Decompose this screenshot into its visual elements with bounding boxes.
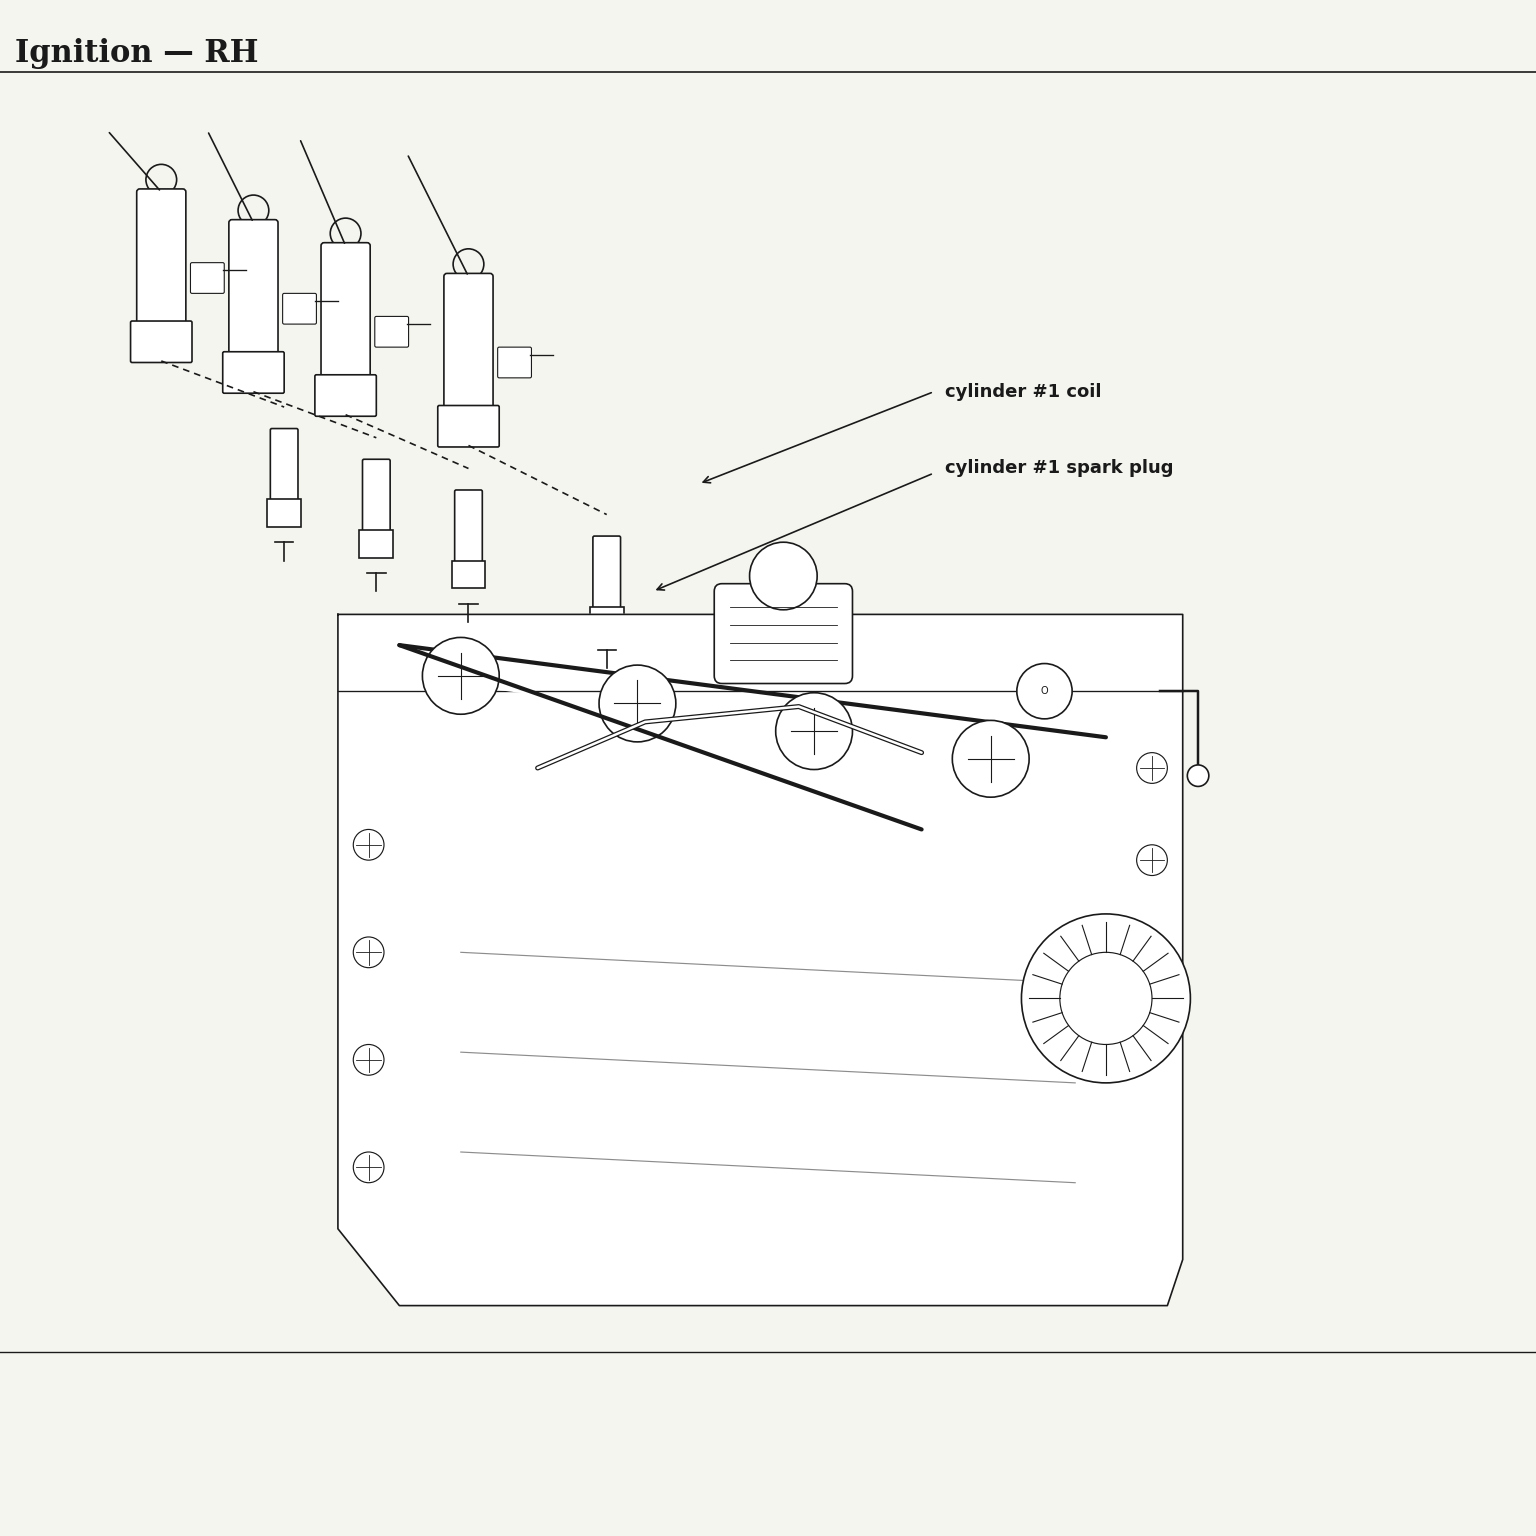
FancyBboxPatch shape bbox=[362, 459, 390, 547]
Text: O: O bbox=[1041, 687, 1048, 696]
FancyBboxPatch shape bbox=[229, 220, 278, 356]
Text: cylinder #1 spark plug: cylinder #1 spark plug bbox=[945, 459, 1174, 478]
FancyBboxPatch shape bbox=[714, 584, 852, 684]
FancyBboxPatch shape bbox=[455, 490, 482, 578]
Text: cylinder #1 coil: cylinder #1 coil bbox=[945, 382, 1101, 401]
Bar bbox=[267, 499, 301, 527]
Bar bbox=[452, 561, 485, 588]
Circle shape bbox=[353, 937, 384, 968]
Circle shape bbox=[1060, 952, 1152, 1044]
Circle shape bbox=[422, 637, 499, 714]
FancyBboxPatch shape bbox=[223, 352, 284, 393]
Circle shape bbox=[353, 1044, 384, 1075]
Circle shape bbox=[599, 665, 676, 742]
Circle shape bbox=[776, 693, 852, 770]
FancyBboxPatch shape bbox=[270, 429, 298, 516]
Bar bbox=[359, 530, 393, 558]
FancyBboxPatch shape bbox=[321, 243, 370, 379]
Polygon shape bbox=[338, 614, 1183, 1306]
FancyBboxPatch shape bbox=[444, 273, 493, 410]
FancyBboxPatch shape bbox=[137, 189, 186, 326]
FancyBboxPatch shape bbox=[593, 536, 621, 624]
FancyBboxPatch shape bbox=[131, 321, 192, 362]
Text: Ignition — RH: Ignition — RH bbox=[15, 38, 260, 69]
FancyBboxPatch shape bbox=[283, 293, 316, 324]
Circle shape bbox=[952, 720, 1029, 797]
Circle shape bbox=[353, 829, 384, 860]
Circle shape bbox=[1137, 845, 1167, 876]
FancyBboxPatch shape bbox=[498, 347, 531, 378]
FancyBboxPatch shape bbox=[375, 316, 409, 347]
FancyBboxPatch shape bbox=[190, 263, 224, 293]
Circle shape bbox=[1017, 664, 1072, 719]
Circle shape bbox=[1187, 765, 1209, 786]
FancyBboxPatch shape bbox=[315, 375, 376, 416]
Circle shape bbox=[750, 542, 817, 610]
FancyBboxPatch shape bbox=[438, 406, 499, 447]
Circle shape bbox=[1021, 914, 1190, 1083]
Circle shape bbox=[1137, 753, 1167, 783]
Bar bbox=[590, 607, 624, 634]
Circle shape bbox=[353, 1152, 384, 1183]
